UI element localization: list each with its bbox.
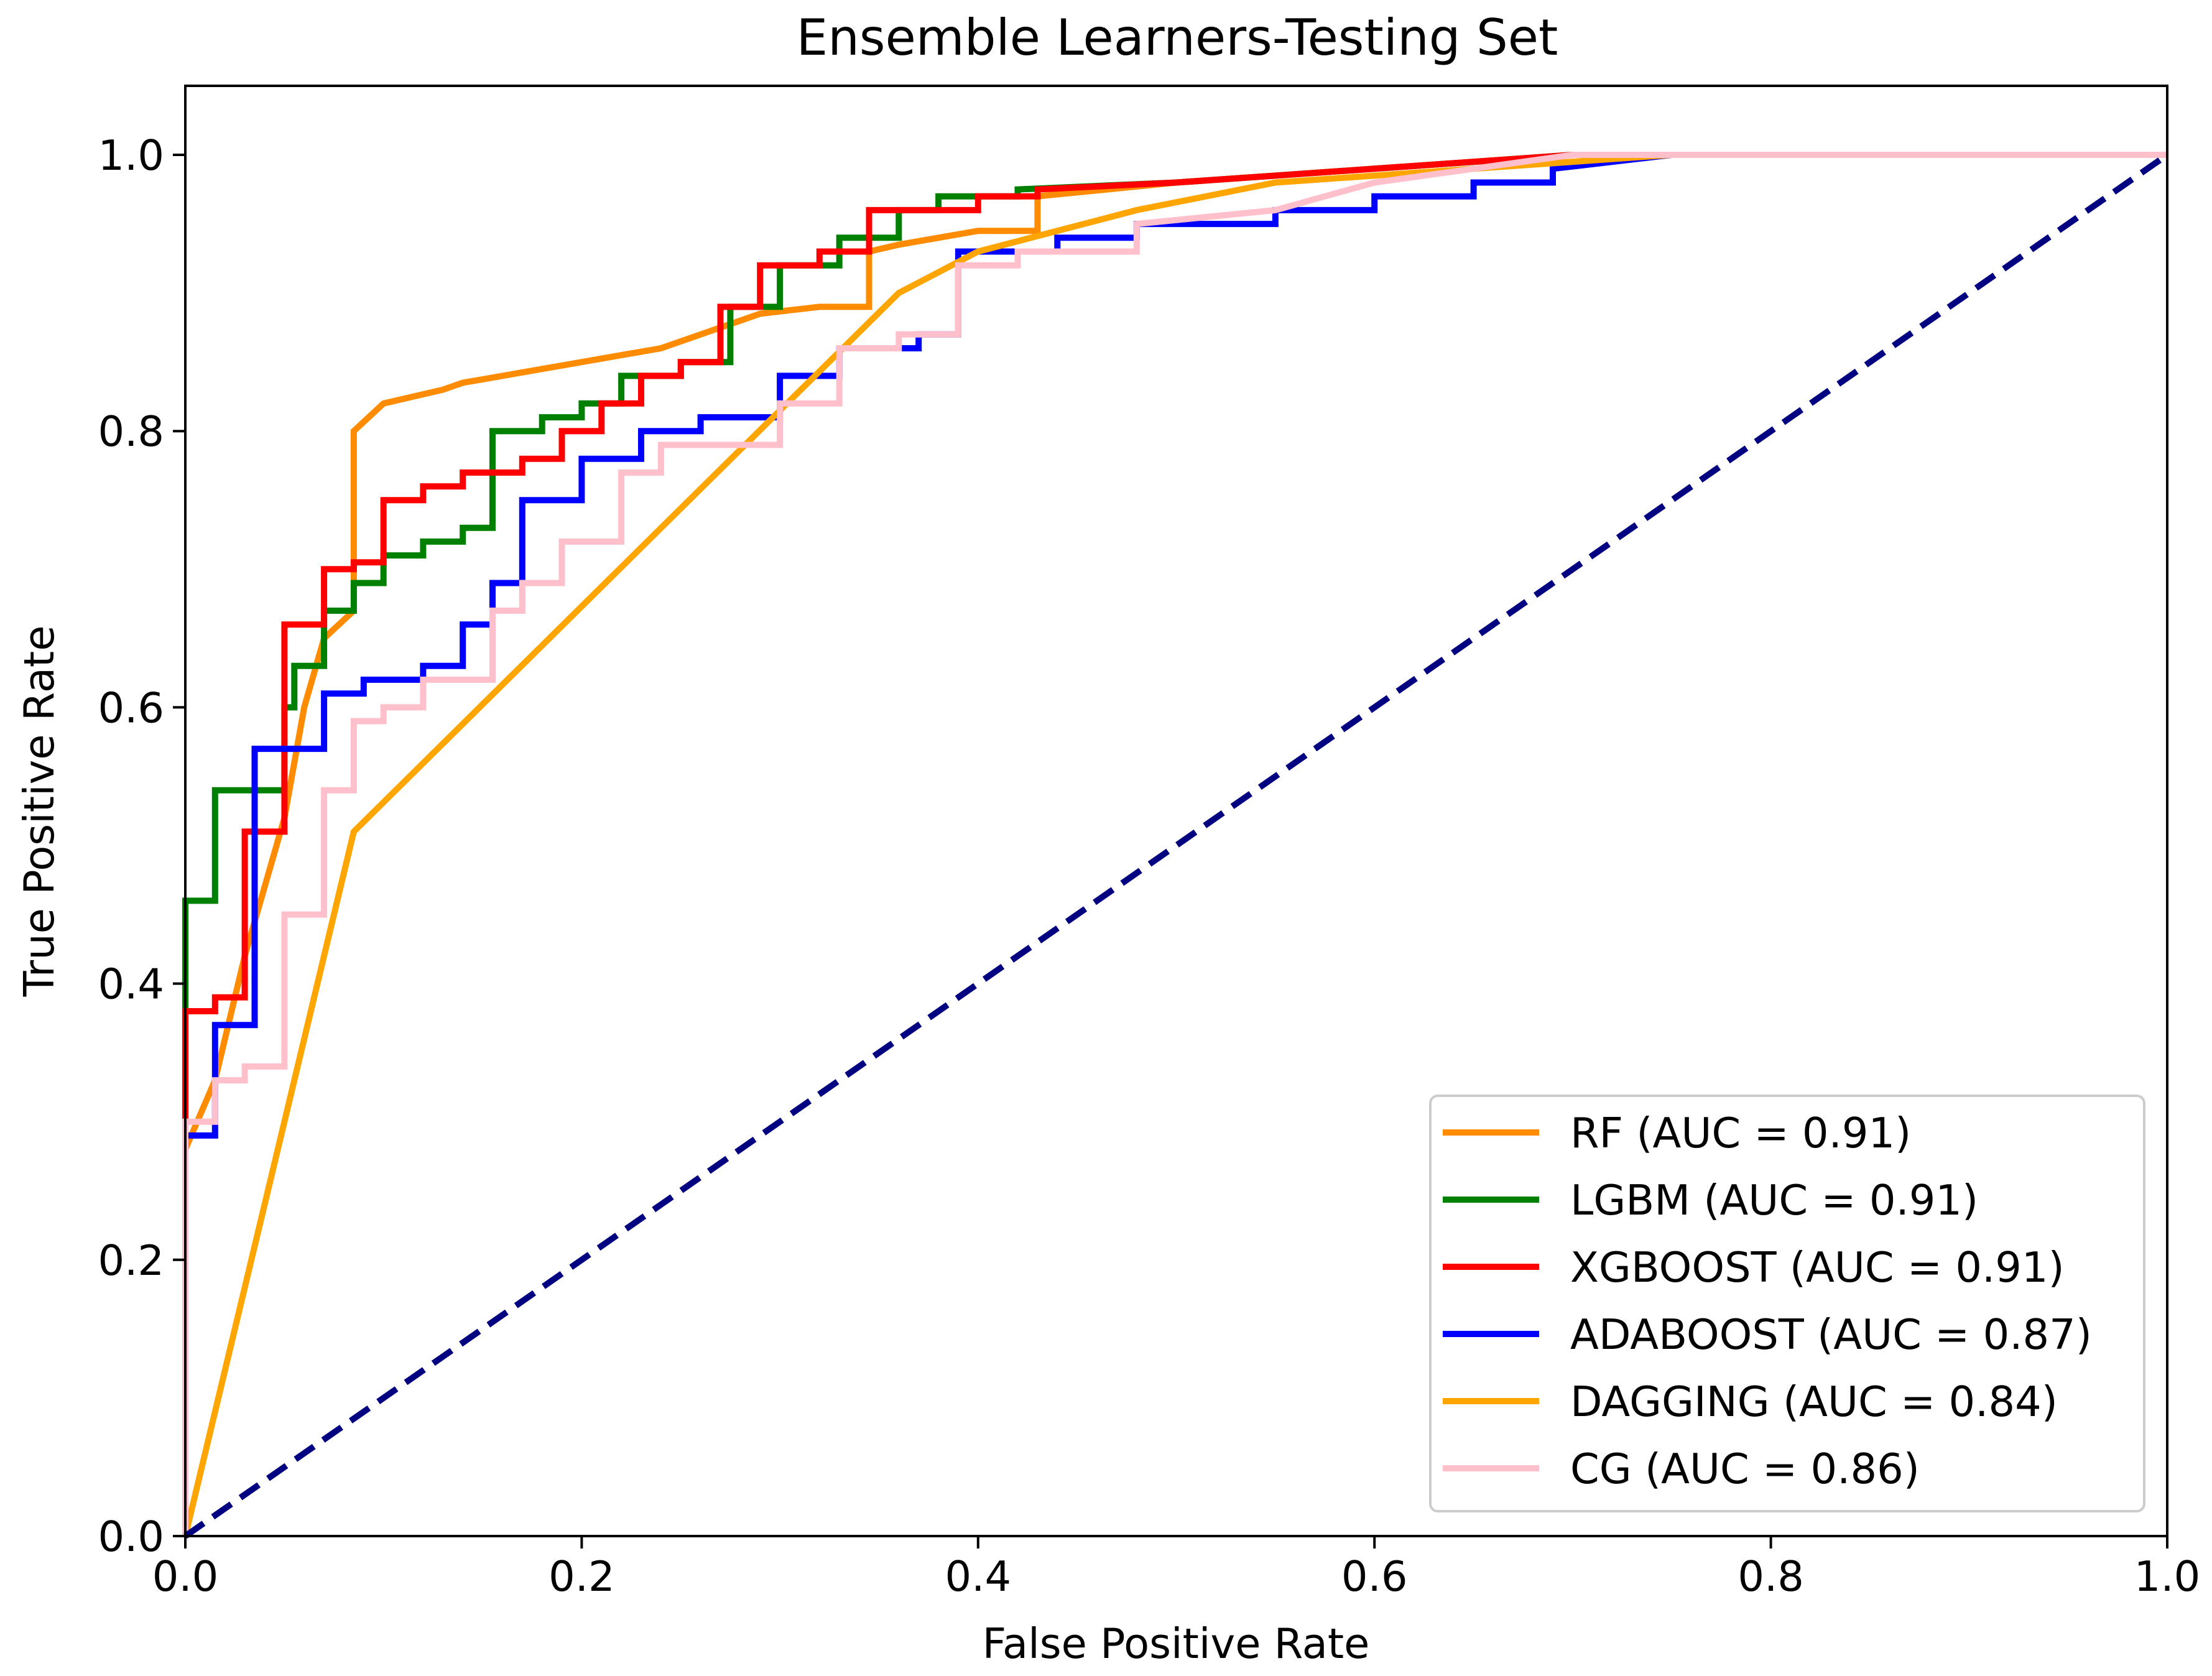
x-tick-label: 0.4 <box>945 1552 1012 1601</box>
legend-label-xgboost: XGBOOST (AUC = 0.91) <box>1570 1243 2065 1292</box>
legend-label-dagging: DAGGING (AUC = 0.84) <box>1570 1377 2058 1426</box>
series-line-adaboost <box>182 152 2167 1536</box>
legend-label-rf: RF (AUC = 0.91) <box>1570 1109 1911 1157</box>
x-tick-label: 0.0 <box>152 1552 219 1601</box>
legend-label-cg: CG (AUC = 0.86) <box>1570 1445 1920 1493</box>
y-tick-label: 0.4 <box>98 960 164 1009</box>
x-tick-label: 1.0 <box>2134 1552 2201 1601</box>
legend-label-lgbm: LGBM (AUC = 0.91) <box>1570 1176 1978 1225</box>
y-tick-label: 0.2 <box>98 1236 164 1285</box>
x-axis-label: False Positive Rate <box>983 1619 1370 1668</box>
series-layer <box>182 152 2169 1539</box>
y-tick-label: 0.8 <box>98 407 164 456</box>
chart-title: Ensemble Learners-Testing Set <box>797 9 1558 67</box>
y-tick-label: 0.0 <box>98 1512 164 1561</box>
x-tick-label: 0.6 <box>1341 1552 1408 1601</box>
x-tick-label: 0.2 <box>548 1552 615 1601</box>
x-axis-ticks: 0.0 0.2 0.4 0.6 0.8 1.0 <box>152 1536 2201 1601</box>
legend-box <box>1429 1095 2145 1512</box>
series-line-lgbm <box>182 152 2167 1536</box>
series-line-xgboost <box>182 152 2167 1536</box>
legend-items: RF (AUC = 0.91) LGBM (AUC = 0.91) XGBOOST … <box>1443 1109 2092 1493</box>
legend: RF (AUC = 0.91) LGBM (AUC = 0.91) XGBOOST … <box>1429 1095 2145 1512</box>
y-tick-label: 1.0 <box>98 131 164 180</box>
y-tick-label: 0.6 <box>98 683 164 732</box>
y-axis-label: True Positive Rate <box>15 626 63 998</box>
plot-frame <box>184 85 2168 1537</box>
legend-label-adaboost: ADABOOST (AUC = 0.87) <box>1570 1310 2092 1359</box>
x-tick-label: 0.8 <box>1738 1552 1804 1601</box>
series-line-cg <box>182 152 2167 1536</box>
y-axis-ticks: 0.0 0.2 0.4 0.6 0.8 1.0 <box>98 131 185 1561</box>
